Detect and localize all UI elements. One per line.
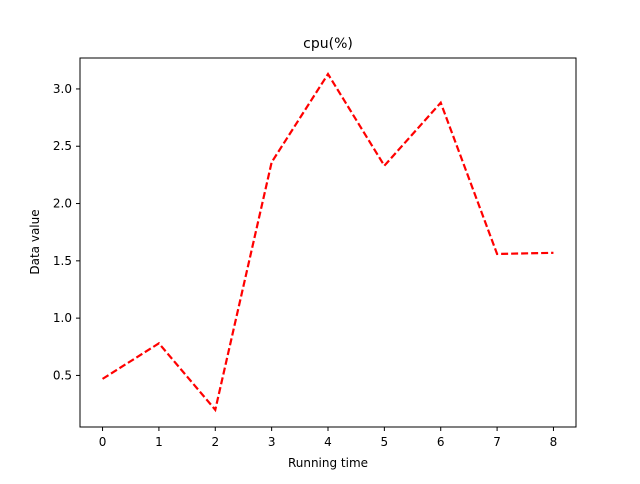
chart-title: cpu(%)	[303, 36, 353, 52]
x-tick-label: 3	[268, 435, 276, 449]
y-tick-label: 3.0	[53, 82, 72, 96]
x-tick-label: 8	[550, 435, 558, 449]
x-tick-label: 1	[155, 435, 163, 449]
x-tick-label: 5	[381, 435, 389, 449]
x-tick-label: 2	[211, 435, 219, 449]
axes-background	[80, 58, 576, 427]
y-axis-label: Data value	[28, 209, 42, 274]
y-tick-label: 0.5	[53, 368, 72, 382]
x-tick-label: 0	[99, 435, 107, 449]
x-tick-label: 4	[324, 435, 332, 449]
y-tick-label: 1.0	[53, 311, 72, 325]
plot-area	[80, 58, 576, 427]
y-tick-label: 1.5	[53, 254, 72, 268]
x-tick-label: 7	[493, 435, 501, 449]
x-axis-label: Running time	[288, 456, 368, 470]
y-tick-label: 2.0	[53, 197, 72, 211]
y-tick-label: 2.5	[53, 139, 72, 153]
x-tick-label: 6	[437, 435, 445, 449]
